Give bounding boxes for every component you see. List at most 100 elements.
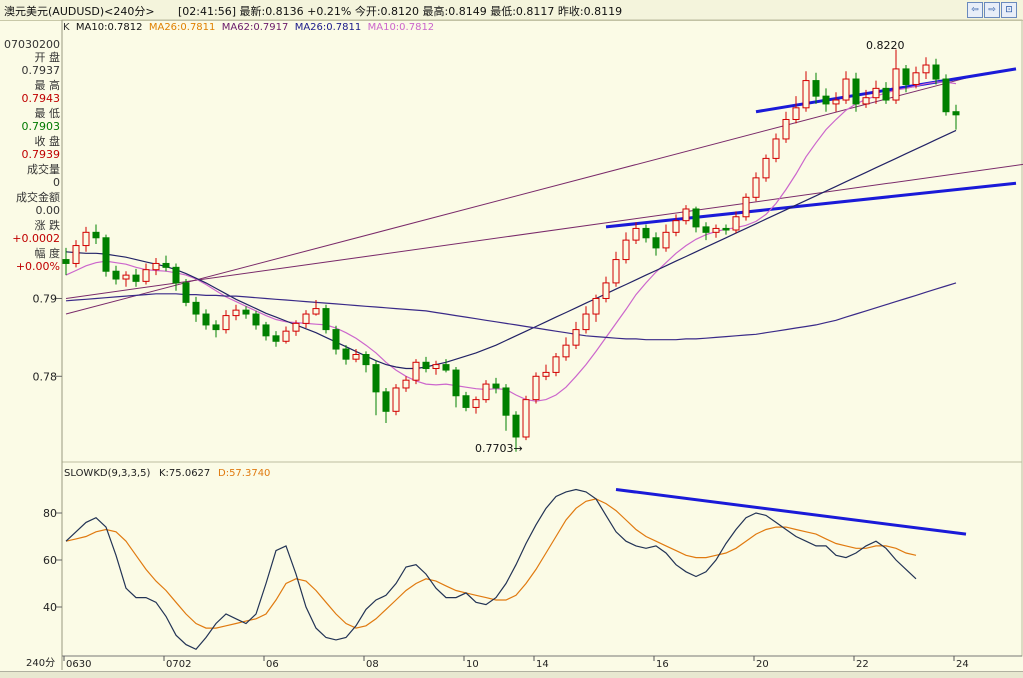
nav-back-button[interactable]: ⇦: [967, 2, 983, 18]
candle-up: [402, 379, 410, 389]
series-line-k: [65, 488, 917, 651]
candle-down: [162, 262, 170, 268]
candle-up: [762, 157, 770, 179]
price-trendline: [65, 72, 987, 315]
x-tick-label: 08: [366, 659, 379, 670]
candle-up: [552, 356, 560, 373]
status-strip: [0, 671, 1023, 678]
candle-down: [702, 226, 710, 233]
candle-up: [632, 227, 640, 241]
candle-up: [802, 80, 810, 109]
candle-down: [192, 301, 200, 315]
high-label: 最 高: [34, 79, 61, 92]
candle-up: [122, 274, 130, 280]
nav-forward-button[interactable]: ⇨: [984, 2, 1000, 18]
candle-down: [462, 395, 470, 408]
candle-down: [242, 309, 250, 315]
ma26-value: MA26:0.7811: [148, 22, 216, 33]
candle-up: [602, 282, 610, 299]
candle-down: [852, 78, 860, 105]
x-tick-label: 24: [956, 659, 969, 670]
price-trendline: [605, 181, 1017, 229]
candle-down: [132, 274, 140, 282]
ma-legend-k: K: [63, 22, 70, 33]
volume-value: 0: [53, 176, 60, 189]
candle-up: [472, 399, 480, 408]
x-tick-label: 20: [756, 659, 769, 670]
candle-up: [742, 196, 750, 218]
candle-up: [892, 68, 900, 101]
candle-up: [792, 107, 800, 120]
candle-up: [872, 87, 880, 99]
high-value: 0.7943: [21, 92, 61, 105]
candle-down: [172, 266, 180, 284]
candle-down: [642, 227, 650, 239]
candle-down: [822, 95, 830, 105]
candle-down: [492, 383, 500, 389]
candle-up: [752, 177, 760, 198]
title-bar: 澳元美元(AUDUSD)<240分> [02:41:56] 最新:0.8136 …: [0, 0, 1023, 21]
candle-up: [612, 259, 620, 284]
candle-up: [142, 269, 150, 282]
candle-down: [512, 414, 520, 438]
high-annotation: 0.8220: [866, 39, 905, 52]
candle-up: [682, 208, 690, 222]
bar-date: 07030200: [4, 38, 60, 51]
candle-down: [372, 364, 380, 393]
candle-up: [712, 227, 720, 233]
candle-up: [282, 330, 290, 342]
change-label: 涨 跌: [34, 219, 61, 232]
candle-up: [672, 220, 680, 233]
candle-down: [92, 231, 100, 239]
candle-up: [622, 239, 630, 261]
period-label: 240分: [26, 657, 55, 669]
candle-up: [862, 97, 870, 105]
candle-up: [572, 329, 580, 346]
candle-up: [392, 387, 400, 412]
candle-up: [582, 313, 590, 331]
candle-down: [422, 361, 430, 370]
ma10b-value: MA10:0.7812: [367, 22, 435, 33]
candle-down: [882, 87, 890, 101]
candle-down: [452, 369, 460, 397]
price-y-tick-label: 0.78: [33, 370, 58, 383]
indicator-name: SLOWKD(9,3,3,5): [64, 468, 150, 479]
candle-up: [482, 383, 490, 401]
candle-down: [262, 324, 270, 337]
candle-down: [812, 80, 820, 97]
candle-down: [902, 68, 910, 85]
zoom-button[interactable]: ⊡: [1001, 2, 1017, 18]
candle-down: [942, 78, 950, 113]
candle-down: [212, 324, 220, 331]
candle-up: [222, 315, 230, 331]
candle-down: [502, 387, 510, 416]
main-plot-frame: [61, 19, 1023, 463]
candle-up: [732, 216, 740, 231]
low-value: 0.7903: [21, 120, 61, 133]
candle-up: [152, 262, 160, 271]
candle-down: [442, 364, 450, 371]
pct-value: +0.00%: [15, 260, 60, 273]
candle-up: [432, 364, 440, 370]
candle-up: [912, 72, 920, 85]
candle-down: [272, 335, 280, 342]
candle-down: [112, 270, 120, 280]
candle-up: [82, 231, 90, 247]
ma-legend: K MA10:0.7812 MA26:0.7811 MA62:0.7917 MA…: [63, 22, 434, 33]
candle-down: [332, 329, 340, 350]
x-tick-label: 14: [536, 659, 549, 670]
candle-down: [652, 237, 660, 249]
kd-y-tick-label: 40: [43, 601, 57, 614]
candle-down: [362, 354, 370, 366]
candle-down: [202, 313, 210, 326]
kd-trendline: [615, 488, 967, 536]
x-tick-label: 06: [266, 659, 279, 670]
candle-down: [322, 308, 330, 331]
candle-down: [62, 259, 70, 264]
candle-down: [722, 227, 730, 231]
change-value: +0.0002: [12, 232, 60, 245]
indicator-d-value: D:57.3740: [218, 468, 270, 479]
series-line-ma26: [65, 129, 957, 370]
x-tick-label: 10: [466, 659, 479, 670]
